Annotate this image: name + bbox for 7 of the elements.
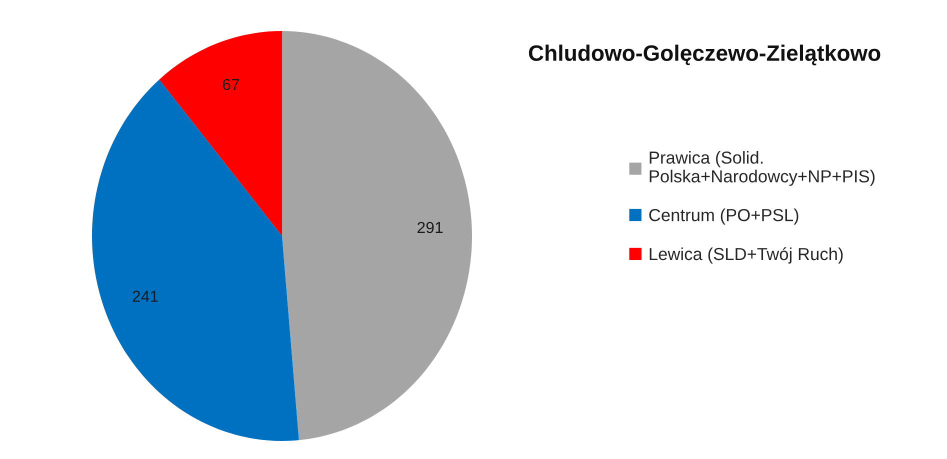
legend-label: Lewica (SLD+Twój Ruch) (650, 247, 843, 264)
legend-label: Prawica (Solid. Polska+Narodowcy+NP+PIS) (650, 151, 875, 186)
data-label: 241 (132, 290, 158, 302)
legend-label: Centrum (PO+PSL) (649, 208, 798, 225)
data-label: 291 (418, 222, 443, 234)
text: Chludowo-Golęczewo-Zielątkowo (528, 44, 880, 66)
data-label: 67 (222, 78, 240, 90)
